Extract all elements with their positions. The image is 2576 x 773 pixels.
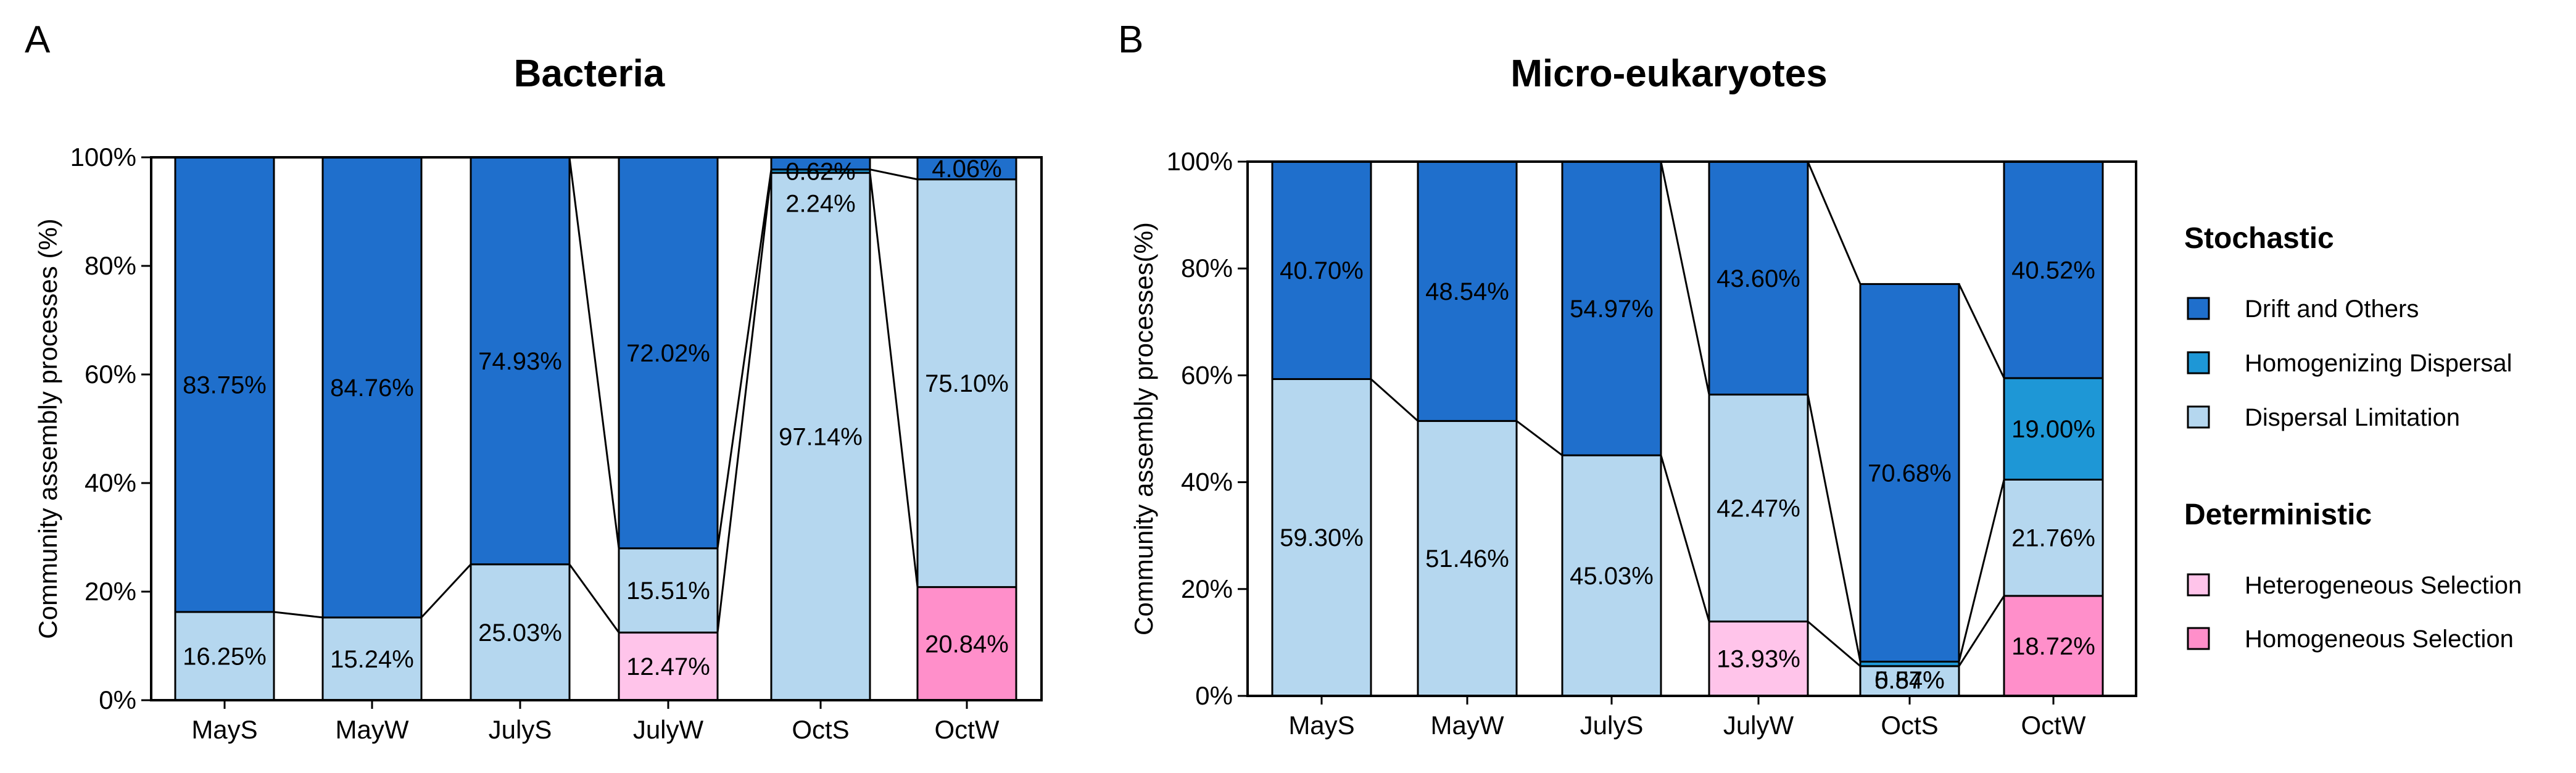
legend-item-label: Heterogeneous Selection [2245, 572, 2522, 599]
bar-data-label: 18.72% [2011, 633, 2095, 660]
legend-item-label: Homogeneous Selection [2245, 626, 2514, 653]
bar-data-label: 72.02% [626, 340, 710, 367]
bar-data-label: 51.46% [1425, 545, 1509, 573]
chart-panel-b: B Micro-eukaryotes Community assembly proc… [1118, 19, 2136, 740]
bar-data-label: 42.47% [1717, 495, 1800, 522]
bar-data-label: 75.10% [925, 370, 1009, 397]
y-axis-label: Community assembly processes(%) [1129, 222, 1158, 635]
legend-item-label: Dispersal Limitation [2245, 404, 2460, 431]
bar-data-label: 43.60% [1717, 265, 1800, 292]
bar-data-label: 74.93% [478, 348, 562, 375]
x-tick-label: MayW [336, 715, 409, 744]
plot-frame [1248, 162, 2136, 696]
y-tick-label: 60% [85, 360, 136, 389]
connector-line [870, 170, 917, 180]
x-tick-label: JulyS [489, 715, 552, 744]
x-tick-label: OctS [792, 715, 849, 744]
bar-data-label: 83.75% [183, 372, 267, 399]
connector-line [1808, 395, 1860, 662]
bar-data-label: 40.52% [2011, 257, 2095, 284]
legend-swatch [2188, 298, 2209, 319]
chart-panel-a: A Bacteria Community assembly processes (%… [25, 19, 1042, 744]
x-tick-label: JulyW [1723, 711, 1794, 740]
legend-swatch [2188, 407, 2209, 428]
y-tick-label: 60% [1181, 360, 1233, 389]
bar-data-label: 0.84% [1874, 667, 1944, 694]
x-tick-label: MayS [191, 715, 257, 744]
x-tick-label: JulyS [1580, 711, 1644, 740]
bar-data-label: 20.84% [925, 630, 1009, 658]
x-tick-label: MayW [1431, 711, 1504, 740]
bar-data-label: 4.06% [932, 155, 1001, 183]
bar-data-label: 21.76% [2011, 525, 2095, 552]
legend-swatch [2188, 628, 2209, 649]
bar-data-label: 48.54% [1425, 278, 1509, 305]
x-tick-label: OctS [1881, 711, 1938, 740]
legend: Stochastic Deterministic Drift and Others H… [2184, 222, 2522, 653]
connector-line [569, 564, 619, 633]
legend-header-deterministic: Deterministic [2184, 498, 2372, 531]
x-tick-label: MayS [1288, 711, 1354, 740]
bar-data-label: 97.14% [779, 424, 863, 451]
x-tick-label: OctW [2021, 711, 2086, 740]
bar-data-label: 15.51% [626, 577, 710, 605]
connector-line [1808, 162, 1860, 284]
bar-data-label: 0.62% [785, 158, 855, 185]
legend-item-label: Homogenizing Dispersal [2245, 350, 2512, 377]
y-tick-label: 40% [85, 468, 136, 497]
connector-line [1661, 455, 1709, 621]
connector-line [421, 564, 471, 618]
legend-item-label: Drift and Others [2245, 296, 2419, 323]
panel-letter: A [25, 19, 51, 61]
bar-data-label: 70.68% [1868, 460, 1952, 487]
connector-line [1517, 421, 1562, 455]
bar-data-label: 16.25% [183, 643, 267, 671]
bar-data-label: 40.70% [1280, 257, 1364, 284]
bar-data-label: 15.24% [330, 646, 414, 673]
connector-line [274, 612, 323, 618]
connector-line [1959, 479, 2004, 661]
plot-frame [151, 157, 1042, 700]
y-tick-label: 20% [1181, 574, 1233, 603]
bar-data-label: 19.00% [2011, 416, 2095, 443]
connector-line [569, 157, 619, 548]
y-tick-label: 0% [1195, 681, 1233, 710]
y-tick-label: 0% [99, 685, 136, 714]
bar-data-label: 12.47% [626, 653, 710, 680]
connector-line [718, 170, 771, 548]
legend-swatch [2188, 574, 2209, 595]
legend-swatch [2188, 352, 2209, 373]
connector-line [718, 173, 771, 632]
x-tick-label: OctW [935, 715, 1000, 744]
y-tick-label: 100% [70, 143, 136, 172]
bar-data-label: 84.76% [330, 374, 414, 402]
bar-data-label: 25.03% [478, 619, 562, 647]
y-tick-label: 80% [1181, 254, 1233, 283]
panel-letter: B [1118, 19, 1143, 61]
y-tick-label: 20% [85, 577, 136, 606]
y-axis-label: Community assembly processes (%) [33, 218, 62, 639]
legend-header-stochastic: Stochastic [2184, 222, 2334, 255]
bar-data-label: 2.24% [785, 190, 855, 217]
bar-data-label: 45.03% [1570, 563, 1654, 590]
chart-title: Bacteria [514, 52, 665, 95]
bar-data-label: 59.30% [1280, 524, 1364, 552]
connector-line [870, 173, 917, 587]
chart-title: Micro-eukaryotes [1510, 52, 1827, 95]
connector-line [1661, 162, 1709, 395]
connector-line [1371, 379, 1418, 421]
bar-data-label: 54.97% [1570, 296, 1654, 323]
y-tick-label: 80% [85, 251, 136, 280]
connector-line [1808, 621, 1860, 666]
connector-line [1959, 284, 2004, 378]
y-tick-label: 100% [1167, 147, 1233, 176]
y-tick-label: 40% [1181, 468, 1233, 497]
x-tick-label: JulyW [633, 715, 704, 744]
bar-data-label: 13.93% [1717, 646, 1800, 673]
